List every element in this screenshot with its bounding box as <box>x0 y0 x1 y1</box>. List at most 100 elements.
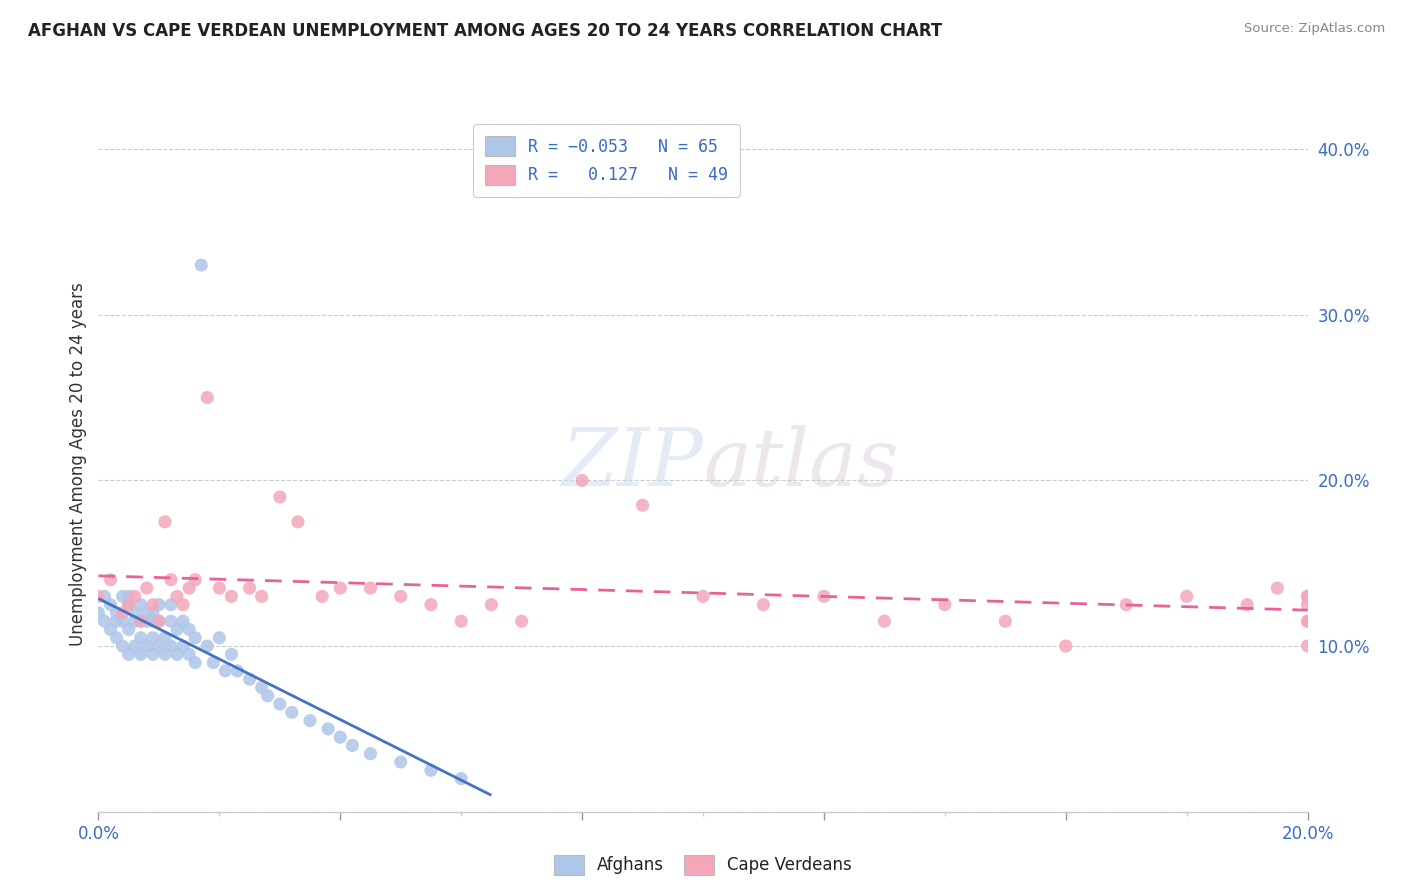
Point <box>250 681 273 695</box>
Point <box>1296 590 1319 604</box>
Point <box>195 391 218 405</box>
Point <box>129 631 152 645</box>
Point <box>450 772 472 786</box>
Point <box>124 614 146 628</box>
Point <box>105 606 128 620</box>
Point <box>148 614 170 628</box>
Point <box>329 730 352 744</box>
Point <box>160 573 183 587</box>
Point <box>129 614 152 628</box>
Point <box>160 598 183 612</box>
Point <box>105 614 128 628</box>
Point <box>166 590 188 604</box>
Point <box>172 598 194 612</box>
Point <box>250 590 273 604</box>
Point <box>214 664 236 678</box>
Point <box>87 590 110 604</box>
Point <box>342 739 364 753</box>
Point <box>148 598 170 612</box>
Point <box>142 631 165 645</box>
Point <box>148 614 170 628</box>
Point <box>166 623 188 637</box>
Point <box>118 590 141 604</box>
Point <box>184 573 207 587</box>
Point <box>221 648 243 662</box>
Point <box>287 515 309 529</box>
Point <box>142 598 165 612</box>
Point <box>118 623 141 637</box>
Point <box>111 590 134 604</box>
Point <box>1115 598 1137 612</box>
Point <box>142 648 165 662</box>
Point <box>316 722 339 736</box>
Point <box>100 573 122 587</box>
Point <box>129 598 152 612</box>
Point <box>142 614 165 628</box>
Point <box>129 614 152 628</box>
Point <box>329 581 352 595</box>
Point <box>100 623 122 637</box>
Point <box>256 689 278 703</box>
Point <box>142 606 165 620</box>
Point <box>118 648 141 662</box>
Point <box>160 639 183 653</box>
Point <box>510 614 533 628</box>
Point <box>752 598 775 612</box>
Point <box>160 614 183 628</box>
Point <box>166 648 188 662</box>
Point <box>177 581 201 595</box>
Point <box>148 639 170 653</box>
Point <box>190 258 212 272</box>
Point <box>153 515 176 529</box>
Point <box>135 639 157 653</box>
Point <box>813 590 835 604</box>
Point <box>135 606 157 620</box>
Point <box>360 747 382 761</box>
Point <box>934 598 956 612</box>
Point <box>1236 598 1258 612</box>
Point <box>1296 614 1319 628</box>
Point <box>184 631 207 645</box>
Point <box>389 755 412 769</box>
Text: AFGHAN VS CAPE VERDEAN UNEMPLOYMENT AMONG AGES 20 TO 24 YEARS CORRELATION CHART: AFGHAN VS CAPE VERDEAN UNEMPLOYMENT AMON… <box>28 22 942 40</box>
Point <box>631 498 654 512</box>
Point <box>1296 598 1319 612</box>
Text: atlas: atlas <box>703 425 898 502</box>
Point <box>239 581 262 595</box>
Text: ZIP: ZIP <box>561 425 703 502</box>
Point <box>100 598 122 612</box>
Point <box>111 614 134 628</box>
Point <box>153 631 176 645</box>
Point <box>389 590 412 604</box>
Point <box>124 606 146 620</box>
Point <box>299 714 322 728</box>
Point <box>419 598 441 612</box>
Point <box>118 598 141 612</box>
Point <box>208 631 231 645</box>
Point <box>1296 590 1319 604</box>
Point <box>135 581 157 595</box>
Point <box>177 648 201 662</box>
Text: Source: ZipAtlas.com: Source: ZipAtlas.com <box>1244 22 1385 36</box>
Point <box>571 474 593 488</box>
Point <box>226 664 249 678</box>
Point <box>195 639 218 653</box>
Point <box>1296 639 1319 653</box>
Point <box>184 656 207 670</box>
Point <box>450 614 472 628</box>
Point <box>1265 581 1288 595</box>
Point <box>124 590 146 604</box>
Point <box>1175 590 1198 604</box>
Point <box>153 648 176 662</box>
Point <box>419 764 441 778</box>
Point <box>1054 639 1077 653</box>
Point <box>692 590 714 604</box>
Point <box>994 614 1017 628</box>
Point <box>111 606 134 620</box>
Point <box>239 672 262 686</box>
Point <box>93 590 115 604</box>
Point <box>105 631 128 645</box>
Point <box>221 590 243 604</box>
Point <box>208 581 231 595</box>
Point <box>311 590 333 604</box>
